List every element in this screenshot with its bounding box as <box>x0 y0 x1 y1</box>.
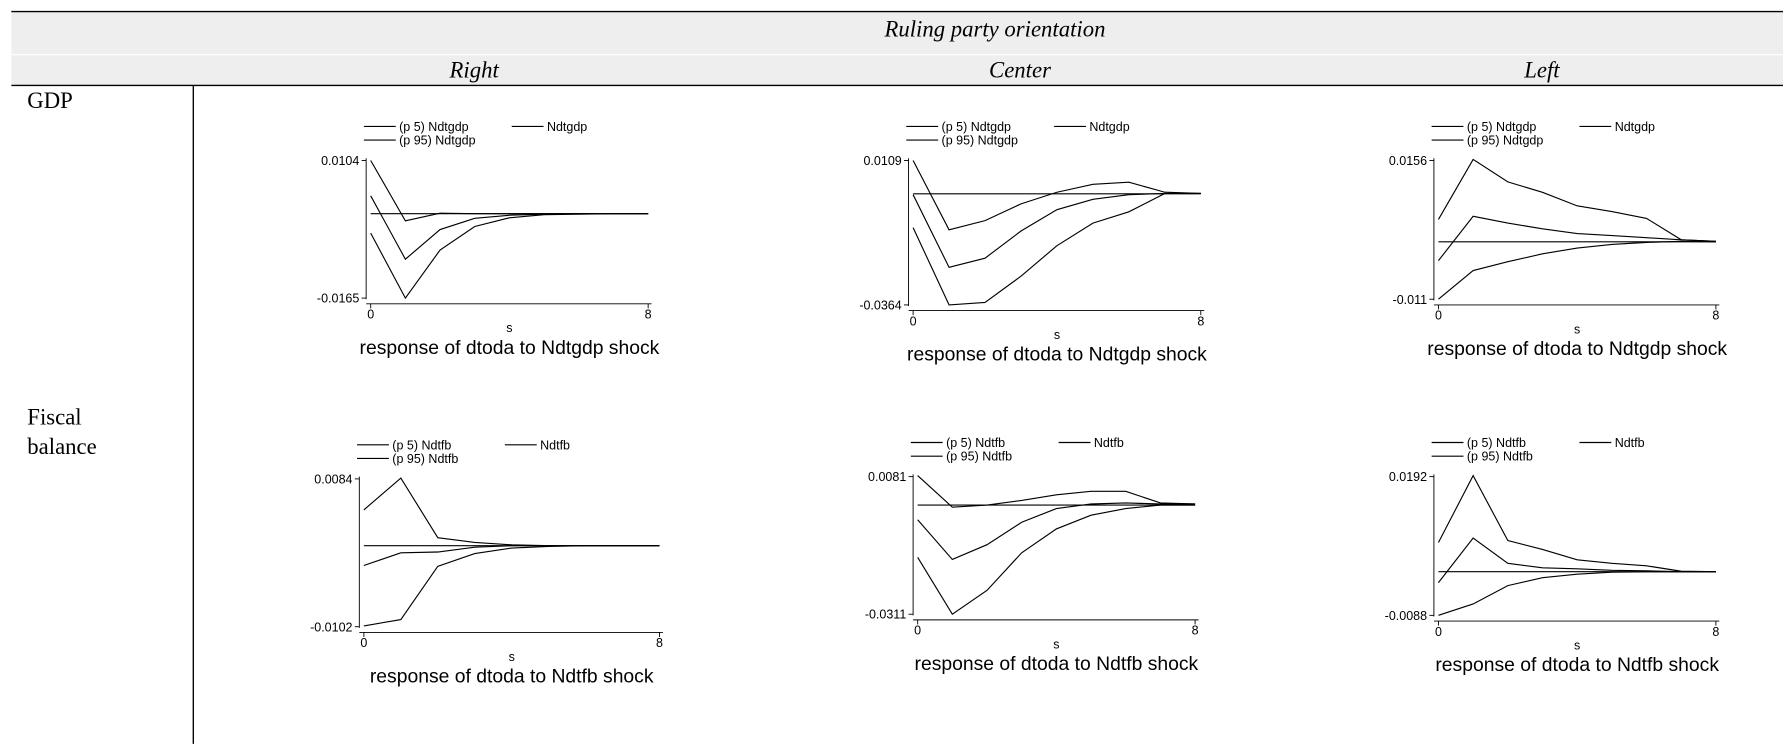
y-tick-label: -0.0102 <box>310 620 352 634</box>
series-line <box>917 475 1196 508</box>
legend-label: (p 95) Ndtgdp <box>1467 134 1543 148</box>
series-line <box>1438 571 1716 616</box>
legend-label: (p 5) Ndtgdp <box>942 120 1012 134</box>
y-tick-label: 0.0104 <box>321 154 359 168</box>
chart-caption: response of dtoda to Ndtfb shock <box>370 666 654 687</box>
y-tick-label: 0.0192 <box>1389 470 1427 484</box>
x-axis-label: s <box>1574 638 1580 652</box>
chart-caption: response of dtoda to Ndtgdp shock <box>360 338 660 359</box>
series-line <box>917 502 1196 561</box>
series-line <box>370 213 649 300</box>
series-line <box>1438 240 1716 300</box>
y-tick-label: -0.0165 <box>317 292 359 306</box>
column-header: Left <box>1523 57 1560 82</box>
series-line <box>1437 158 1716 242</box>
x-tick-label: 0 <box>914 624 921 638</box>
legend-label: (p 95) Ndtfb <box>392 452 458 466</box>
series-line <box>917 504 1196 616</box>
series-line <box>363 545 660 627</box>
x-tick-label: 8 <box>656 636 663 650</box>
y-tick-label: 0.0081 <box>868 470 906 484</box>
series-line <box>363 545 660 567</box>
x-tick-label: 8 <box>1712 625 1719 639</box>
legend-label: (p 5) Ndtgdp <box>1467 120 1537 134</box>
legend-label: (p 5) Ndtfb <box>392 438 451 452</box>
legend-label: Ndtgdp <box>1615 120 1655 134</box>
table-title: Ruling party orientation <box>883 17 1105 42</box>
legend-label: Ndtfb <box>1094 436 1124 450</box>
y-tick-label: -0.0364 <box>859 298 901 312</box>
column-header: Center <box>989 57 1051 82</box>
column-header: Right <box>449 57 500 82</box>
header-band <box>11 11 1783 86</box>
legend-label: (p 95) Ndtgdp <box>942 134 1018 148</box>
x-axis-label: s <box>509 650 515 664</box>
legend-label: Ndtgdp <box>1089 120 1129 134</box>
series-line <box>912 192 1201 269</box>
row-label-box: Fiscal balance <box>27 404 97 460</box>
x-tick-label: 8 <box>1712 309 1719 323</box>
x-tick-label: 0 <box>910 314 917 328</box>
chart-caption: response of dtoda to Ndtgdp shock <box>907 345 1207 366</box>
legend-label: Ndtgdp <box>547 120 587 134</box>
legend-label: Ndtfb <box>540 438 570 452</box>
chart-caption: response of dtoda to Ndtgdp shock <box>1427 339 1727 360</box>
legend-label: (p 5) Ndtfb <box>946 436 1005 450</box>
legend-label: (p 95) Ndtfb <box>946 450 1012 464</box>
legend-label: (p 5) Ndtgdp <box>399 120 469 134</box>
x-tick-label: 8 <box>1197 314 1204 328</box>
row-label: Fiscal balance <box>27 404 97 460</box>
series-line <box>1438 215 1716 261</box>
x-tick-label: 0 <box>360 636 367 650</box>
series-line <box>912 192 1201 306</box>
row-label-box: GDP <box>27 88 73 114</box>
series-line <box>1437 474 1716 573</box>
legend-label: (p 95) Ndtfb <box>1467 450 1533 464</box>
x-axis-label: s <box>1054 328 1060 342</box>
y-tick-label: 0.0084 <box>314 472 352 486</box>
y-tick-label: -0.011 <box>1393 293 1428 307</box>
x-tick-label: 8 <box>645 308 652 322</box>
x-tick-label: 0 <box>367 308 374 322</box>
y-tick-label: 0.0156 <box>1389 154 1427 168</box>
chart-caption: response of dtoda to Ndtfb shock <box>1435 655 1719 676</box>
x-tick-label: 0 <box>1435 309 1442 323</box>
legend-label: Ndtfb <box>1615 436 1645 450</box>
series-line <box>370 160 649 222</box>
series-line <box>363 477 660 547</box>
x-axis-label: s <box>1053 637 1059 651</box>
x-tick-label: 0 <box>1435 625 1442 639</box>
row-label: GDP <box>27 88 73 114</box>
legend-label: (p 95) Ndtgdp <box>399 134 475 148</box>
legend-label: (p 5) Ndtfb <box>1467 436 1526 450</box>
y-tick-label: 0.0109 <box>863 154 901 168</box>
y-tick-label: -0.0311 <box>865 608 907 622</box>
x-tick-label: 8 <box>1192 624 1199 638</box>
chart-caption: response of dtoda to Ndtfb shock <box>915 654 1199 675</box>
series-line <box>370 195 649 261</box>
series-line <box>1438 537 1716 583</box>
series-line <box>912 160 1201 231</box>
y-tick-label: -0.0088 <box>1385 609 1427 623</box>
x-axis-label: s <box>506 321 512 335</box>
x-axis-label: s <box>1574 322 1580 336</box>
